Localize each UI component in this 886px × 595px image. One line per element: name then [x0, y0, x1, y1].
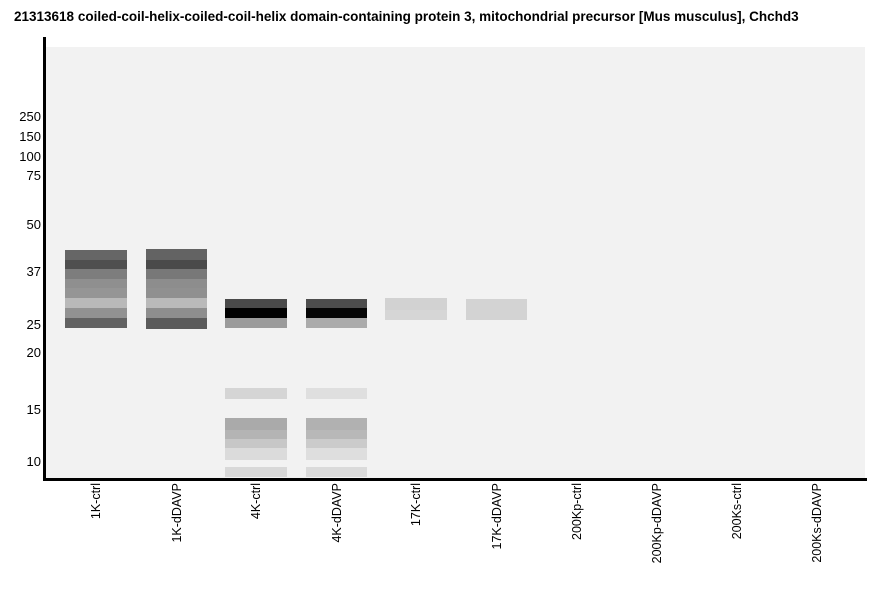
blot-band	[306, 448, 367, 460]
lane-label: 17K-dDAVP	[489, 483, 504, 550]
blot-band	[65, 298, 127, 308]
y-tick-label: 15	[26, 402, 41, 417]
lane-label: 200Ks-dDAVP	[810, 483, 824, 563]
blot-band	[225, 418, 287, 430]
blot-band	[225, 439, 287, 448]
blot-band	[146, 269, 207, 279]
y-tick-label: 250	[19, 109, 41, 124]
blot-band	[306, 308, 367, 318]
y-tick-label: 25	[26, 317, 41, 332]
lane-label: 200Ks-ctrl	[730, 483, 744, 540]
blot-band	[65, 260, 127, 269]
lane-label: 1K-ctrl	[89, 483, 103, 520]
chart-title: 21313618 coiled-coil-helix-coiled-coil-h…	[14, 9, 799, 24]
blot-band	[146, 318, 207, 329]
blot-band	[306, 299, 367, 308]
blot-band	[65, 288, 127, 298]
lane-label: 4K-dDAVP	[329, 483, 344, 543]
blot-band	[306, 439, 367, 448]
blot-band	[146, 260, 207, 269]
blot-band	[225, 388, 287, 399]
y-tick-label: 100	[19, 149, 41, 164]
lane-label: 200Kp-ctrl	[570, 483, 584, 540]
blot-band	[385, 310, 447, 320]
lane-label: 1K-dDAVP	[169, 483, 184, 543]
lane-label: 200Kp-dDAVP	[650, 483, 664, 564]
blot-band	[146, 279, 207, 288]
blot-band	[65, 269, 127, 279]
y-tick-label: 37	[26, 264, 41, 279]
x-axis-line	[43, 478, 867, 481]
blot-band	[306, 467, 367, 477]
blot-band	[306, 430, 367, 439]
blot-band	[65, 308, 127, 318]
blot-band	[225, 430, 287, 439]
blot-band	[65, 250, 127, 260]
blot-band	[225, 308, 287, 318]
blot-band	[225, 318, 287, 328]
y-tick-label: 50	[26, 217, 41, 232]
blot-band	[146, 308, 207, 318]
blot-band	[225, 448, 287, 460]
blot-band	[146, 249, 207, 260]
y-tick-label: 10	[26, 454, 41, 469]
y-tick-label: 20	[26, 345, 41, 360]
lane-label: 17K-ctrl	[409, 483, 423, 527]
y-tick-label: 150	[19, 129, 41, 144]
blot-band	[65, 279, 127, 288]
blot-band	[146, 288, 207, 298]
blot-band	[306, 388, 367, 399]
blot-band	[146, 298, 207, 308]
blot-band	[466, 299, 527, 320]
blot-band	[306, 418, 367, 430]
blot-band	[385, 298, 447, 310]
blot-band	[65, 318, 127, 328]
blot-band	[225, 467, 287, 477]
blot-band	[306, 318, 367, 328]
y-tick-label: 75	[26, 168, 41, 183]
blot-band	[225, 299, 287, 308]
lane-label: 4K-ctrl	[249, 483, 263, 520]
y-axis-line	[43, 37, 46, 481]
